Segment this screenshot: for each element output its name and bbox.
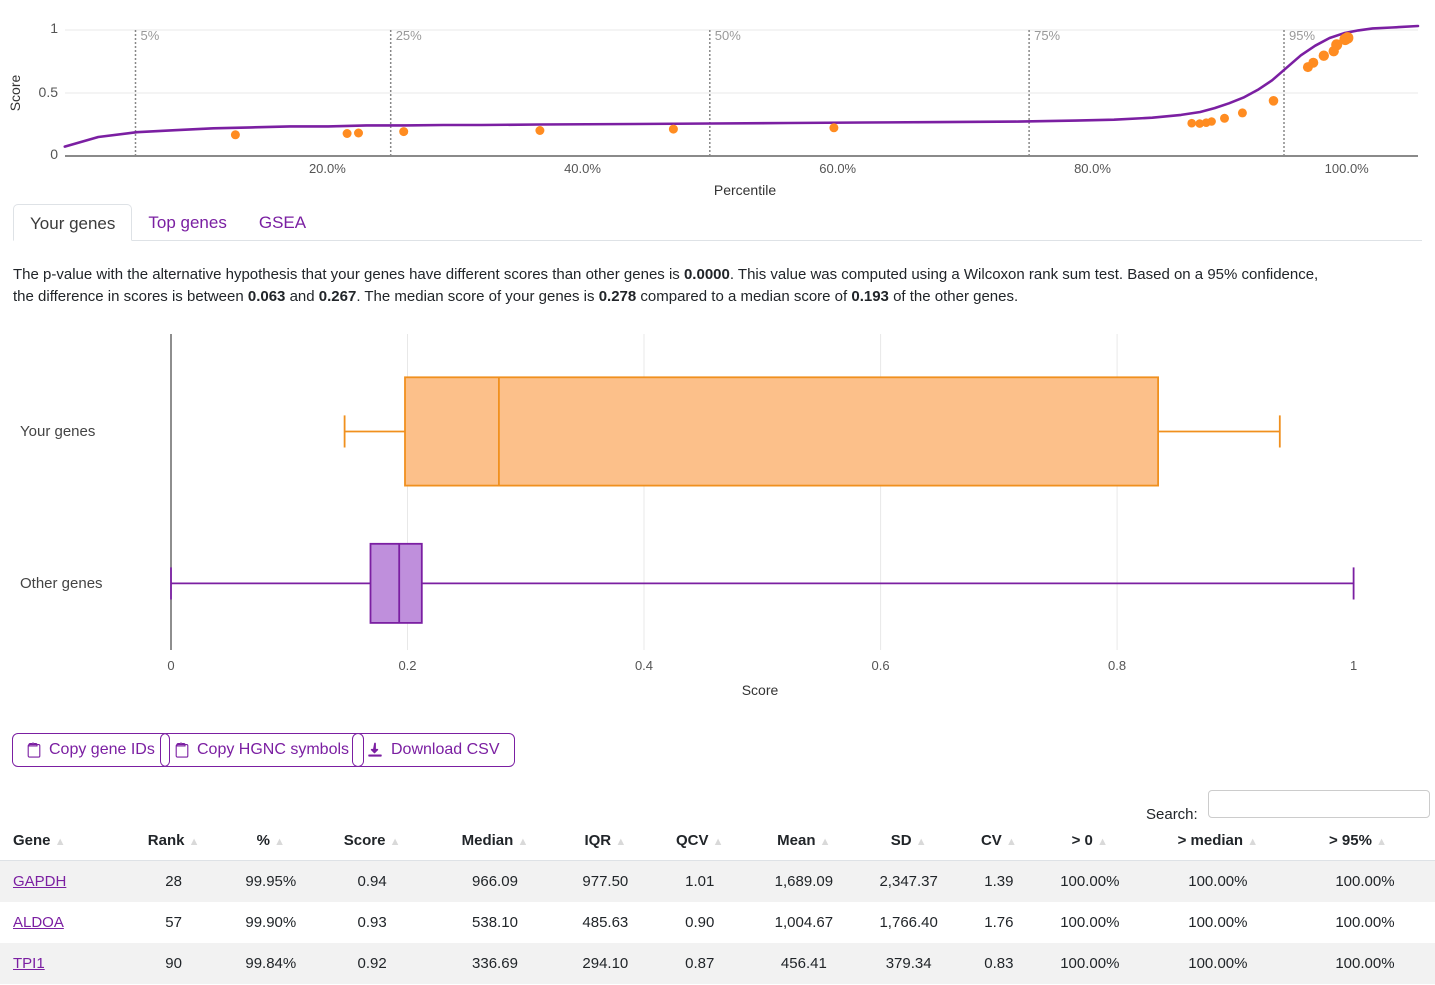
svg-text:Other genes: Other genes xyxy=(20,575,103,592)
svg-text:50%: 50% xyxy=(715,28,741,43)
svg-text:0.4: 0.4 xyxy=(635,658,653,673)
svg-text:95%: 95% xyxy=(1289,28,1315,43)
svg-text:40.0%: 40.0% xyxy=(564,161,601,176)
svg-text:0.5: 0.5 xyxy=(39,84,59,100)
svg-text:80.0%: 80.0% xyxy=(1074,161,1111,176)
svg-text:1: 1 xyxy=(1350,658,1357,673)
svg-text:100.0%: 100.0% xyxy=(1325,161,1370,176)
svg-text:0.2: 0.2 xyxy=(398,658,416,673)
svg-text:1: 1 xyxy=(50,20,58,36)
svg-text:0.8: 0.8 xyxy=(1108,658,1126,673)
svg-text:25%: 25% xyxy=(396,28,422,43)
svg-text:20.0%: 20.0% xyxy=(309,161,346,176)
svg-text:0: 0 xyxy=(167,658,174,673)
svg-text:75%: 75% xyxy=(1034,28,1060,43)
svg-text:0.6: 0.6 xyxy=(872,658,890,673)
svg-text:0: 0 xyxy=(50,146,58,162)
svg-text:Percentile: Percentile xyxy=(714,182,776,198)
svg-text:60.0%: 60.0% xyxy=(819,161,856,176)
svg-text:Score: Score xyxy=(742,682,779,698)
svg-text:Score: Score xyxy=(7,75,23,112)
svg-text:Your genes: Your genes xyxy=(20,423,95,440)
svg-text:5%: 5% xyxy=(141,28,160,43)
